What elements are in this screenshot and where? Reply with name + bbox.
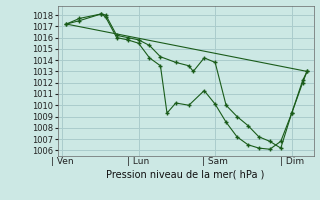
X-axis label: Pression niveau de la mer( hPa ): Pression niveau de la mer( hPa ) — [107, 169, 265, 179]
